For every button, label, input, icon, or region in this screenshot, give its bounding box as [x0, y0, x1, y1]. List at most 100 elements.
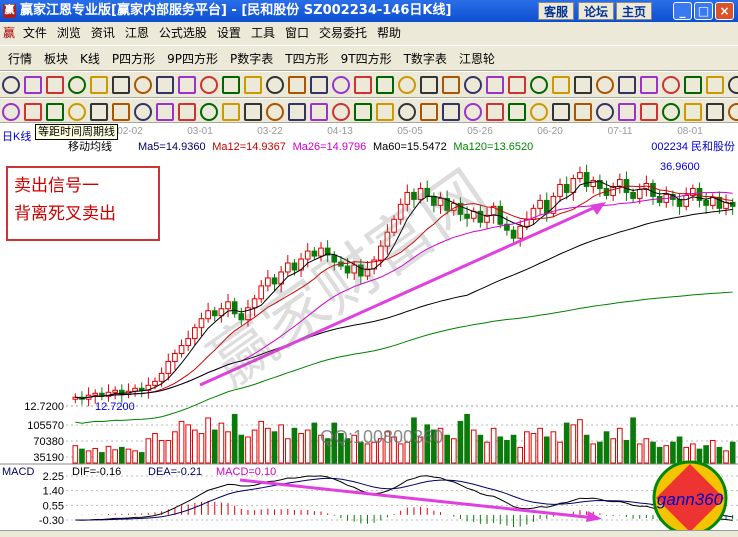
- tool-icon[interactable]: [706, 103, 724, 121]
- menu-gann[interactable]: 江恩: [124, 26, 149, 40]
- tool-icon[interactable]: [508, 76, 526, 94]
- tool-icon[interactable]: [728, 76, 738, 94]
- tool-icon[interactable]: [354, 103, 372, 121]
- menu-browse[interactable]: 浏览: [56, 26, 81, 40]
- maximize-icon[interactable]: □: [694, 2, 713, 20]
- tool-icon[interactable]: [596, 103, 614, 121]
- tool-icon[interactable]: [200, 103, 218, 121]
- tool-icon[interactable]: [618, 76, 636, 94]
- tool-icon[interactable]: [684, 103, 702, 121]
- toolbar-gann-wheel[interactable]: 江恩轮: [458, 52, 495, 66]
- tool-icon[interactable]: [354, 76, 372, 94]
- tool-icon[interactable]: [24, 76, 42, 94]
- tool-icon[interactable]: [178, 76, 196, 94]
- tool-icon[interactable]: [134, 76, 152, 94]
- tool-icon[interactable]: [508, 103, 526, 121]
- tool-icon[interactable]: [24, 103, 42, 121]
- menu-tools[interactable]: 工具: [250, 26, 275, 40]
- tool-icon[interactable]: [244, 76, 262, 94]
- tool-icon[interactable]: [156, 103, 174, 121]
- tool-icon[interactable]: [398, 76, 416, 94]
- menu-news[interactable]: 资讯: [90, 26, 115, 40]
- tool-icon[interactable]: [728, 103, 738, 121]
- tool-icon[interactable]: [464, 76, 482, 94]
- tool-icon[interactable]: [288, 76, 306, 94]
- tool-icon[interactable]: [112, 103, 130, 121]
- tool-icon[interactable]: [310, 103, 328, 121]
- tool-icon[interactable]: [706, 76, 724, 94]
- toolbar-sectors[interactable]: 板块: [44, 52, 69, 66]
- toolbar-p-square[interactable]: P四方形: [111, 52, 156, 66]
- tool-icon[interactable]: [486, 103, 504, 121]
- menu-formula[interactable]: 公式选股: [158, 26, 207, 40]
- tool-icon[interactable]: [376, 76, 394, 94]
- tool-icon[interactable]: [68, 76, 86, 94]
- tool-icon[interactable]: [464, 103, 482, 121]
- tool-icon[interactable]: [574, 76, 592, 94]
- tool-icon[interactable]: [178, 103, 196, 121]
- toolbar-p-table[interactable]: P数字表: [230, 52, 274, 66]
- tool-icon[interactable]: [376, 103, 394, 121]
- tool-icon[interactable]: [486, 76, 504, 94]
- tool-icon[interactable]: [442, 103, 460, 121]
- candle: [192, 327, 198, 340]
- menu-trade[interactable]: 交易委托: [318, 26, 367, 40]
- volume-bar: [165, 439, 172, 464]
- tool-icon[interactable]: [574, 103, 592, 121]
- home-button[interactable]: 主页: [616, 2, 652, 20]
- service-button[interactable]: 客服: [538, 2, 574, 20]
- tool-icon[interactable]: [684, 76, 702, 94]
- tool-icon[interactable]: [596, 76, 614, 94]
- tool-icon[interactable]: [618, 103, 636, 121]
- volume-bar: [623, 439, 630, 464]
- app-menu-icon[interactable]: 赢: [3, 26, 16, 40]
- tool-icon[interactable]: [244, 103, 262, 121]
- tool-icon[interactable]: [420, 103, 438, 121]
- tool-icon[interactable]: [662, 103, 680, 121]
- tool-icon[interactable]: [266, 76, 284, 94]
- tool-icon[interactable]: [552, 76, 570, 94]
- menu-settings[interactable]: 设置: [216, 26, 241, 40]
- tool-icon[interactable]: [222, 76, 240, 94]
- tool-icon[interactable]: [442, 76, 460, 94]
- menu-window[interactable]: 窗口: [284, 26, 309, 40]
- toolbar-9t-square[interactable]: 9T四方形: [340, 52, 392, 66]
- menu-help[interactable]: 帮助: [376, 26, 401, 40]
- tool-icon[interactable]: [398, 103, 416, 121]
- tool-icon[interactable]: [310, 76, 328, 94]
- tool-icon[interactable]: [68, 103, 86, 121]
- toolbar-t-square[interactable]: T四方形: [285, 52, 329, 66]
- tool-icon[interactable]: [552, 103, 570, 121]
- tool-icon[interactable]: [640, 103, 658, 121]
- tool-icon[interactable]: [90, 103, 108, 121]
- tool-icon[interactable]: [46, 103, 64, 121]
- toolbar-9p-square[interactable]: 9P四方形: [167, 52, 219, 66]
- tool-icon[interactable]: [134, 103, 152, 121]
- tool-icon[interactable]: [2, 76, 20, 94]
- tool-icon[interactable]: [156, 76, 174, 94]
- tool-icon[interactable]: [266, 103, 284, 121]
- minimize-icon[interactable]: _: [673, 2, 692, 20]
- tool-icon[interactable]: [46, 76, 64, 94]
- toolbar-quotes[interactable]: 行情: [8, 52, 33, 66]
- forum-button[interactable]: 论坛: [578, 2, 614, 20]
- tool-icon[interactable]: [640, 76, 658, 94]
- tool-icon[interactable]: [222, 103, 240, 121]
- kline-chart[interactable]: 02-02 03-01 03-22 04-13 05-05 05-26 06-20 07-11…: [0, 123, 738, 530]
- close-icon[interactable]: ×: [715, 2, 734, 20]
- volume-bar: [284, 438, 291, 464]
- tool-icon[interactable]: [530, 103, 548, 121]
- tool-icon[interactable]: [662, 76, 680, 94]
- tool-icon[interactable]: [112, 76, 130, 94]
- tool-icon[interactable]: [332, 103, 350, 121]
- tool-icon[interactable]: [90, 76, 108, 94]
- toolbar-kline[interactable]: K线: [80, 52, 100, 66]
- menu-file[interactable]: 文件: [22, 26, 47, 40]
- tool-icon[interactable]: [2, 103, 20, 121]
- tool-icon[interactable]: [332, 76, 350, 94]
- tool-icon[interactable]: [200, 76, 218, 94]
- tool-icon[interactable]: [420, 76, 438, 94]
- toolbar-t-table[interactable]: T数字表: [403, 52, 447, 66]
- tool-icon[interactable]: [288, 103, 306, 121]
- tool-icon[interactable]: [530, 76, 548, 94]
